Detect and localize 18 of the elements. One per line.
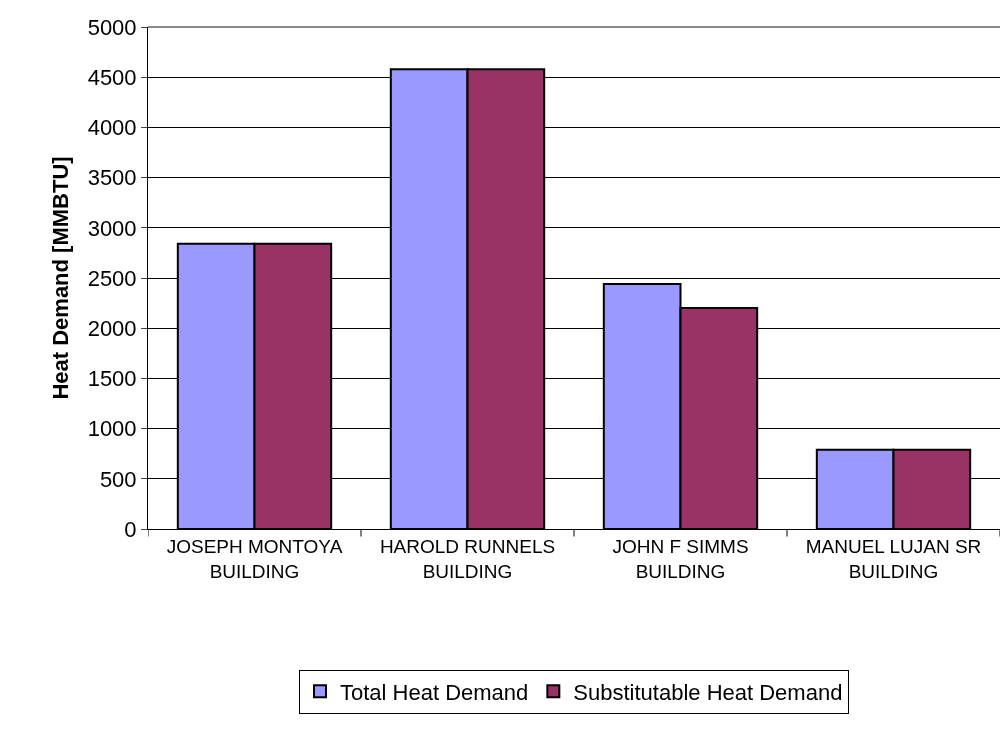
y-tick-label: 2500 — [87, 265, 137, 291]
y-tick-label: 500 — [99, 466, 137, 492]
x-tick-label: HAROLD RUNNELS BUILDING — [379, 535, 556, 582]
y-tick-label: 4500 — [87, 64, 137, 90]
y-tick-label: 4000 — [87, 115, 137, 141]
y-tick-label: 0 — [124, 516, 137, 542]
y-tick-label: 2000 — [87, 315, 137, 341]
x-tick-label: MANUEL LUJAN SR BUILDING — [805, 535, 982, 582]
legend-label: Total Heat Demand — [340, 679, 529, 705]
y-axis-title: Heat Demand [MMBTU] — [48, 156, 74, 400]
y-tick-label: 1000 — [87, 416, 137, 442]
y-tick-label: 3500 — [87, 165, 137, 191]
legend-label: Substitutable Heat Demand — [573, 679, 843, 705]
y-tick-label: 1500 — [87, 366, 137, 392]
x-tick-label: JOSEPH MONTOYA BUILDING — [166, 535, 343, 582]
x-tick-label: JOHN F SIMMS BUILDING — [612, 535, 749, 582]
y-tick-label: 3000 — [87, 215, 137, 241]
y-tick-label: 5000 — [87, 14, 137, 40]
